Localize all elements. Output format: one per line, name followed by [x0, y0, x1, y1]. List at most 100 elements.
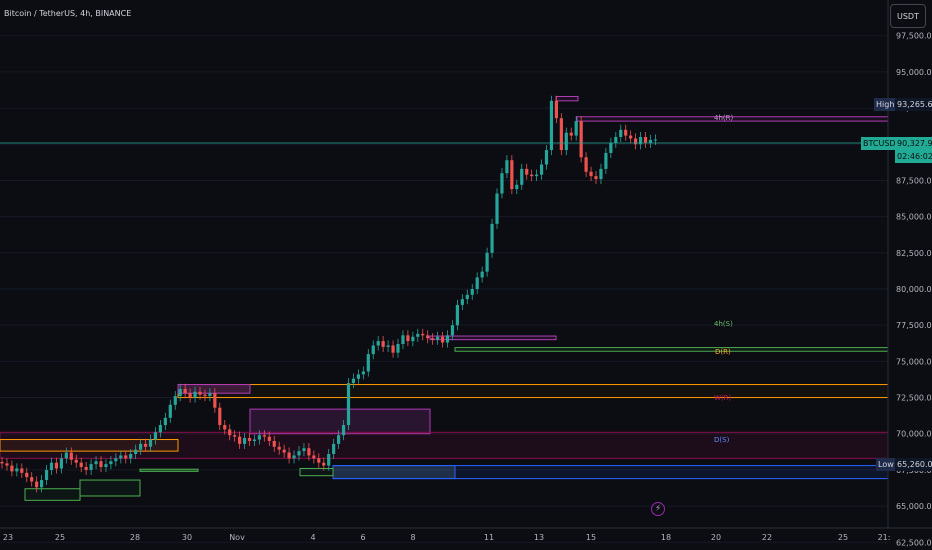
candle-body [470, 289, 474, 295]
candle-body [114, 458, 118, 462]
level-zone [454, 347, 889, 352]
candle-body [426, 335, 430, 339]
candle-body [242, 438, 247, 444]
time-axis[interactable]: 23 25 28 30 Nov 4 6 8 11 13 15 18 20 22 25 21: [0, 527, 932, 542]
candle-body [604, 152, 608, 169]
candle-body [549, 100, 554, 151]
candle-body [351, 378, 356, 384]
candle-body [510, 160, 514, 190]
candle-body [490, 223, 494, 253]
candle-body [396, 344, 400, 353]
candle-body [228, 429, 232, 436]
candle-body [223, 425, 227, 430]
candle-body [124, 455, 128, 459]
candle-body [366, 354, 370, 372]
candle-body [69, 452, 73, 460]
time-tick-label: 11 [484, 533, 494, 542]
level-zone [177, 384, 889, 399]
candle-body [376, 341, 380, 346]
candle-body [208, 393, 212, 397]
candle-body [634, 138, 638, 145]
label-4h-resistance: 4h(R) [714, 114, 733, 122]
time-tick-label: 4 [310, 533, 315, 542]
candle-body [648, 139, 653, 143]
price-tick-label: 65,000.00 [896, 502, 932, 511]
candle-body [500, 173, 504, 194]
candle-body [406, 335, 410, 342]
candle-body [361, 371, 365, 375]
candle-body [619, 129, 623, 138]
time-tick-label: Nov [229, 533, 245, 542]
time-tick-label: 25 [838, 533, 848, 542]
candle-body [421, 333, 425, 336]
time-tick-label: 25 [55, 533, 65, 542]
high-value: 93,265.64 [895, 98, 932, 111]
candles [0, 95, 657, 493]
price-tick-label: 70,000.00 [896, 430, 932, 439]
candle-body [594, 176, 598, 179]
candle-body [35, 481, 39, 488]
candle-body [579, 121, 583, 158]
candle-body [277, 446, 281, 450]
candle-body [485, 252, 489, 272]
candle-body [525, 168, 529, 175]
candle-body [238, 436, 242, 444]
candle-body [292, 455, 296, 459]
time-tick-label: 15 [586, 533, 596, 542]
candle-body [564, 132, 568, 151]
candle-body [332, 443, 336, 454]
candle-body [203, 394, 207, 397]
price-tick-label: 80,000.00 [896, 285, 932, 294]
candle-body [129, 454, 133, 459]
time-tick-label: 8 [410, 533, 415, 542]
candle-body [139, 443, 143, 450]
candle-body [99, 461, 103, 468]
candle-body [104, 464, 108, 468]
currency-button[interactable]: USDT [890, 4, 926, 28]
level-zone [79, 479, 141, 497]
candle-body [337, 435, 341, 444]
level-zone [139, 468, 199, 472]
candle-body [455, 304, 459, 326]
time-tick-label: 13 [534, 533, 544, 542]
candle-body [584, 157, 588, 172]
candle-body [188, 393, 192, 398]
candle-body [173, 396, 177, 405]
candle-body [252, 439, 257, 441]
candle-body [198, 391, 202, 395]
candle-body [218, 407, 222, 426]
candle-body [183, 388, 187, 394]
candle-body [134, 449, 138, 454]
level-zones [0, 96, 889, 501]
level-zone [299, 467, 334, 477]
candle-body [445, 335, 450, 343]
candle-body [436, 336, 440, 340]
price-tick-label: 72,500.00 [896, 394, 932, 403]
high-label: High [874, 98, 897, 111]
candle-body [20, 468, 24, 473]
label-d-resistance: D(R) [715, 348, 731, 356]
candle-body [386, 345, 390, 347]
candle-body [440, 336, 445, 343]
candle-body [79, 462, 83, 468]
candle-body [247, 438, 252, 441]
candle-body [559, 118, 563, 151]
candle-body [307, 448, 311, 456]
candle-body [40, 480, 44, 488]
level-labels: 4h(R) 4h(S) D(R) W(R) D(S) [714, 114, 733, 444]
candle-body [614, 137, 618, 143]
countdown-tag: 02:46:02 [895, 150, 932, 163]
candle-body [341, 425, 346, 436]
candle-body [599, 168, 603, 179]
symbol-title[interactable]: Bitcoin / TetherUS, 4h, BINANCE [4, 9, 132, 18]
price-tick-label: 77,500.00 [896, 321, 932, 330]
candle-body [465, 294, 469, 300]
lightning-icon[interactable]: ⚡ [651, 502, 665, 516]
candle-body [54, 462, 59, 469]
candle-body [535, 174, 539, 177]
candle-body [475, 277, 479, 289]
candle-body [643, 137, 648, 143]
level-zone [249, 408, 431, 435]
low-label: Low [876, 458, 896, 471]
